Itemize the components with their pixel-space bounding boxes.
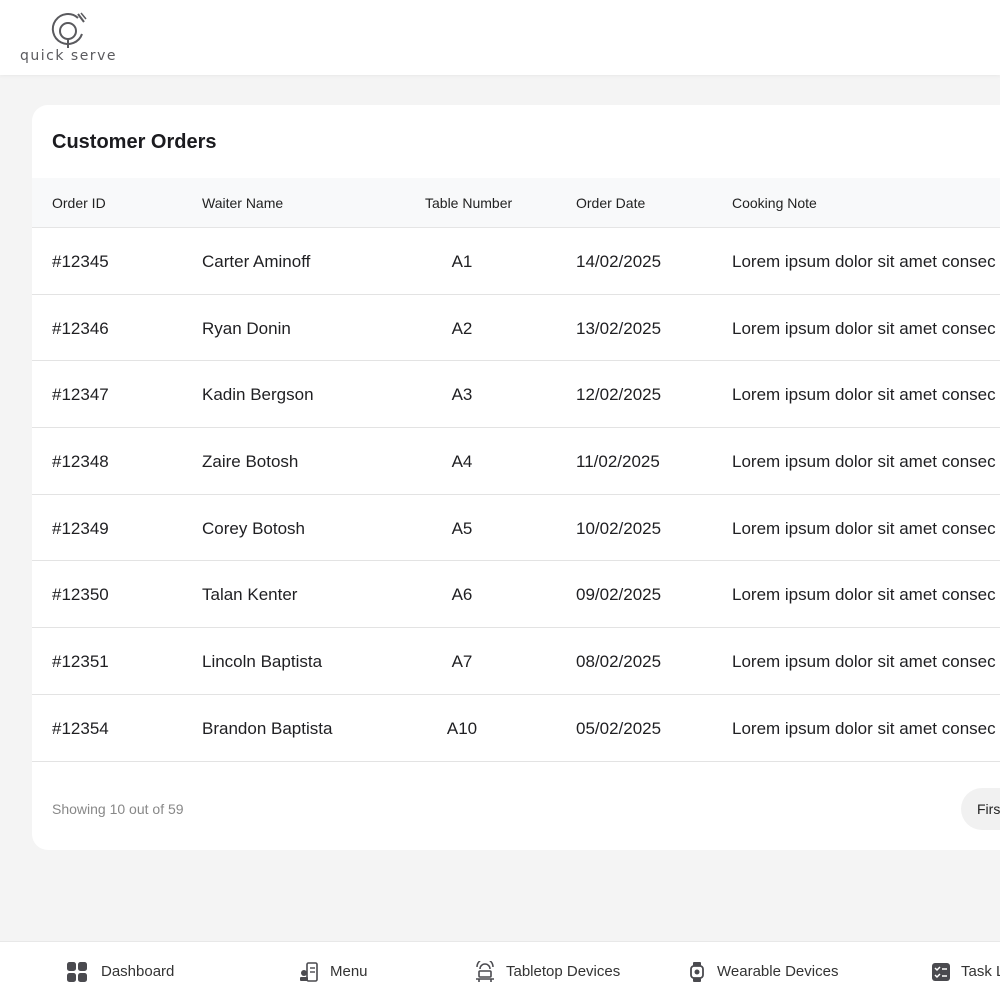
cooking-note: Lorem ipsum dolor sit amet consec (732, 518, 996, 538)
order-id: #12347 (52, 385, 109, 405)
table-number: A3 (451, 385, 473, 405)
table-number: A10 (446, 718, 478, 738)
waiter-name: Kadin Bergson (202, 385, 314, 405)
waiter-name: Brandon Baptista (202, 718, 333, 738)
plate-fork-spoon-icon (51, 12, 87, 48)
waiter-name: Talan Kenter (202, 585, 298, 605)
cooking-note: Lorem ipsum dolor sit amet consec (732, 252, 996, 271)
order-date: 05/02/2025 (576, 718, 662, 738)
column-header-order-id[interactable]: Order ID (52, 195, 106, 211)
order-id: #12350 (52, 585, 109, 605)
waiter-name: Carter Aminoff (202, 252, 311, 271)
bottom-nav: Dashboard Menu Tabletop Devices (0, 941, 1000, 1000)
table-number: A6 (451, 585, 473, 605)
table-number: A5 (451, 518, 473, 538)
grid-icon (67, 962, 87, 982)
nav-label: Dashboard (101, 963, 175, 980)
column-header-order-date[interactable]: Order Date (576, 195, 646, 211)
table-row[interactable]: #12348 Zaire Botosh A4 11/02/2025 Lorem … (32, 428, 1000, 495)
waiter-name: Zaire Botosh (202, 452, 299, 472)
nav-label: Wearable Devices (717, 963, 839, 980)
table-row[interactable]: #12347 Kadin Bergson A3 12/02/2025 Lorem… (32, 361, 1000, 429)
order-id: #12348 (52, 452, 109, 472)
table-row[interactable]: #12349 Corey Botosh A5 10/02/2025 Lorem … (32, 495, 1000, 562)
table-number: A7 (451, 652, 473, 672)
order-id: #12346 (52, 318, 109, 338)
table-number: A4 (451, 452, 473, 472)
order-date: 10/02/2025 (576, 518, 662, 538)
cooking-note: Lorem ipsum dolor sit amet consec (732, 585, 996, 605)
cooking-note: Lorem ipsum dolor sit amet consec (732, 718, 996, 738)
table-number: A2 (451, 318, 473, 338)
watch-icon (690, 962, 704, 982)
table-header: Order ID Waiter Name Table Number Order … (32, 178, 1000, 228)
column-header-waiter-name[interactable]: Waiter Name (202, 195, 284, 211)
column-header-table-number[interactable]: Table Number (425, 195, 513, 211)
order-date: 11/02/2025 (576, 452, 660, 472)
task-list-icon (932, 963, 950, 981)
table-row[interactable]: #12346 Ryan Donin A2 13/02/2025 Lorem ip… (32, 295, 1000, 362)
cooking-note: Lorem ipsum dolor sit amet consec (732, 318, 996, 338)
table-row[interactable]: #12350 Talan Kenter A6 09/02/2025 Lorem … (32, 561, 1000, 629)
nav-label: Tabletop Devices (506, 963, 621, 980)
pagination-summary: Showing 10 out of 59 (52, 801, 184, 817)
cooking-note: Lorem ipsum dolor sit amet consec (732, 652, 996, 672)
nav-label: Menu (330, 963, 368, 980)
logo-text: quick serve (20, 48, 117, 64)
page-title: Customer Orders (52, 131, 217, 153)
table-row[interactable]: #12345 Carter Aminoff A1 14/02/2025 Lore… (32, 228, 1000, 295)
cooking-note: Lorem ipsum dolor sit amet consec (732, 452, 996, 472)
cooking-note: Lorem ipsum dolor sit amet consec (732, 385, 996, 405)
waiter-name: Corey Botosh (202, 518, 305, 538)
order-date: 09/02/2025 (576, 585, 662, 605)
customer-orders-card: Customer Orders Order ID Waiter Name Tab… (32, 105, 1000, 850)
first-page-button[interactable]: First (961, 788, 1000, 830)
orders-table-body: #12345 Carter Aminoff A1 14/02/2025 Lore… (32, 228, 1000, 762)
waiter-name: Lincoln Baptista (202, 652, 323, 672)
order-id: #12351 (52, 652, 109, 672)
top-header: quick serve (0, 0, 1000, 75)
tabletop-device-icon (476, 961, 494, 982)
app-logo[interactable]: quick serve (20, 8, 120, 68)
order-id: #12354 (52, 718, 109, 738)
chef-menu-icon (300, 962, 318, 982)
order-date: 14/02/2025 (576, 252, 662, 271)
column-header-cooking-note[interactable]: Cooking Note (732, 195, 817, 211)
nav-label: Task L (961, 963, 1000, 980)
table-row[interactable]: #12351 Lincoln Baptista A7 08/02/2025 Lo… (32, 628, 1000, 695)
order-date: 13/02/2025 (576, 318, 662, 338)
order-id: #12349 (52, 518, 109, 538)
table-row[interactable]: #12354 Brandon Baptista A10 05/02/2025 L… (32, 695, 1000, 762)
table-number: A1 (451, 252, 473, 271)
order-id: #12345 (52, 252, 109, 271)
order-date: 08/02/2025 (576, 652, 662, 672)
waiter-name: Ryan Donin (202, 318, 291, 338)
order-date: 12/02/2025 (576, 385, 662, 405)
